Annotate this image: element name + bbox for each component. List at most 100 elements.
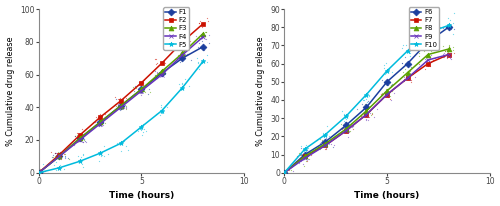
Point xyxy=(406,61,413,64)
Point xyxy=(158,69,166,72)
Point xyxy=(52,168,60,172)
Point xyxy=(360,98,368,101)
Point xyxy=(176,39,184,42)
F6 xyxy=(384,81,390,83)
Point xyxy=(158,112,166,115)
Point xyxy=(114,103,122,106)
F5 xyxy=(159,109,165,112)
F5 xyxy=(138,126,144,128)
Point xyxy=(446,25,454,28)
Point xyxy=(447,57,455,60)
Point xyxy=(390,92,398,95)
Point xyxy=(160,58,168,62)
Point xyxy=(409,73,417,76)
Point xyxy=(338,130,345,134)
Point xyxy=(172,60,180,63)
Point xyxy=(439,55,447,59)
Point xyxy=(193,56,201,60)
Point xyxy=(298,154,306,158)
Point xyxy=(31,175,39,178)
Point xyxy=(174,53,182,56)
Point xyxy=(76,136,84,139)
F3 xyxy=(159,70,165,73)
Point xyxy=(96,151,104,154)
Point xyxy=(205,33,213,36)
Point xyxy=(364,118,372,121)
Point xyxy=(30,160,38,163)
Point xyxy=(178,81,186,85)
Point xyxy=(402,76,410,79)
Point xyxy=(94,121,102,124)
Point xyxy=(436,25,444,28)
F9 xyxy=(446,53,452,56)
Point xyxy=(185,85,193,88)
Point xyxy=(367,113,375,116)
Point xyxy=(341,127,349,130)
Point xyxy=(276,174,283,178)
Point xyxy=(154,74,162,77)
Point xyxy=(186,39,194,42)
Point xyxy=(99,122,107,125)
Point xyxy=(363,91,371,95)
Point xyxy=(32,167,40,171)
Point xyxy=(145,87,153,90)
F2 xyxy=(56,153,62,156)
Point xyxy=(419,62,427,66)
Point xyxy=(445,53,453,57)
Point xyxy=(48,155,56,159)
Point xyxy=(280,172,288,175)
Point xyxy=(406,54,413,57)
Point xyxy=(195,68,203,71)
Point xyxy=(305,157,313,161)
Point xyxy=(426,57,434,60)
Point xyxy=(410,47,418,50)
Point xyxy=(194,39,202,42)
Line: F8: F8 xyxy=(282,47,451,175)
Point xyxy=(40,171,48,174)
Point xyxy=(204,60,212,63)
F7 xyxy=(384,93,390,96)
Point xyxy=(377,99,385,102)
Point xyxy=(426,29,434,33)
Point xyxy=(180,53,188,56)
Point xyxy=(177,54,185,58)
F9 xyxy=(404,77,410,79)
Point xyxy=(388,90,396,93)
Point xyxy=(320,143,328,146)
Point xyxy=(198,46,206,50)
Point xyxy=(382,89,390,92)
F8 xyxy=(404,71,410,74)
Point xyxy=(194,61,202,64)
F3 xyxy=(138,88,144,90)
Point xyxy=(117,102,125,105)
Point xyxy=(74,131,82,135)
Point xyxy=(323,137,331,141)
Point xyxy=(400,75,407,79)
Point xyxy=(122,107,130,111)
Point xyxy=(423,34,431,37)
Point xyxy=(179,56,187,59)
Point xyxy=(36,172,44,176)
Point xyxy=(350,125,358,128)
F10 xyxy=(446,24,452,27)
Point xyxy=(161,69,169,72)
Point xyxy=(400,77,408,81)
Point xyxy=(300,157,308,160)
Point xyxy=(119,103,127,107)
Point xyxy=(406,65,414,68)
Point xyxy=(140,122,147,126)
Point xyxy=(98,153,106,157)
Point xyxy=(282,170,290,173)
Point xyxy=(445,43,453,47)
Point xyxy=(386,98,394,102)
Point xyxy=(338,126,345,130)
Point xyxy=(364,104,372,108)
Line: F4: F4 xyxy=(36,34,205,175)
Point xyxy=(138,83,145,87)
Point xyxy=(205,42,213,45)
F10 xyxy=(384,70,390,72)
Point xyxy=(318,140,326,143)
Point xyxy=(427,61,435,64)
Point xyxy=(398,70,406,74)
Point xyxy=(138,81,146,84)
